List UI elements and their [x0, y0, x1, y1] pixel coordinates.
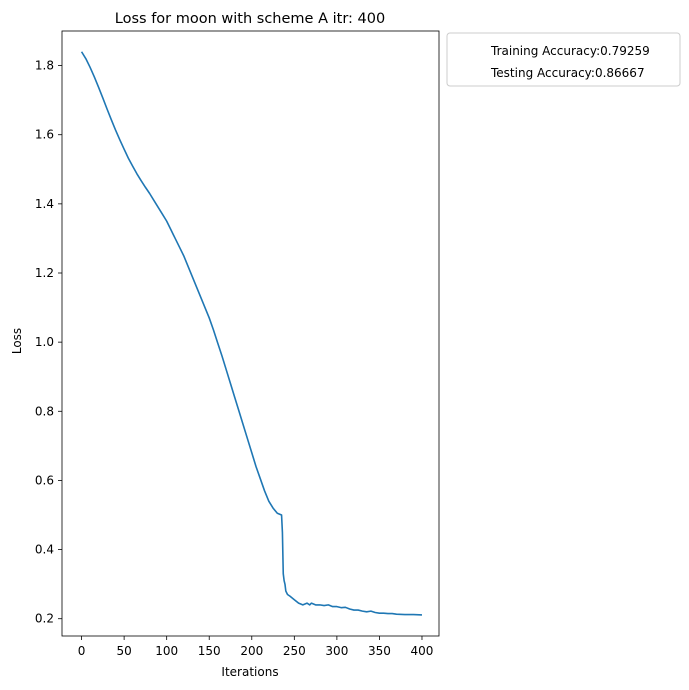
x-tick-label: 250 — [283, 644, 306, 658]
y-tick-label: 0.2 — [35, 612, 54, 626]
x-tick-label: 300 — [325, 644, 348, 658]
y-tick-label: 1.4 — [35, 197, 54, 211]
x-tick-label: 0 — [78, 644, 86, 658]
legend-entry-training: Training Accuracy:0.79259 — [490, 44, 650, 58]
y-tick-label: 0.8 — [35, 404, 54, 418]
x-tick-label: 50 — [116, 644, 131, 658]
x-tick-label: 400 — [411, 644, 434, 658]
plot-area — [61, 30, 440, 637]
legend: Training Accuracy:0.79259 Testing Accura… — [446, 32, 681, 87]
y-tick-label: 1.2 — [35, 266, 54, 280]
y-tick-label: 1.0 — [35, 335, 54, 349]
x-tick-label: 150 — [198, 644, 221, 658]
chart-title: Loss for moon with scheme A itr: 400 — [115, 11, 385, 27]
loss-series-line — [80, 51, 423, 616]
legend-box — [446, 32, 681, 87]
x-axis-title: Iterations — [221, 665, 278, 679]
y-tick-label: 1.8 — [35, 59, 54, 73]
x-tick-label: 100 — [155, 644, 178, 658]
y-tick-label: 0.6 — [35, 473, 54, 487]
y-axis: 0.2 0.4 0.6 0.8 1.0 1.2 1.4 1.6 1.8 — [35, 59, 62, 626]
y-tick-label: 1.6 — [35, 128, 54, 142]
y-axis-title: Loss — [10, 328, 24, 354]
x-axis: 0 50 100 150 200 250 300 350 400 — [78, 636, 434, 658]
y-tick-label: 0.4 — [35, 543, 54, 557]
x-tick-label: 200 — [240, 644, 263, 658]
x-tick-label: 350 — [368, 644, 391, 658]
legend-entry-testing: Testing Accuracy:0.86667 — [490, 66, 645, 80]
